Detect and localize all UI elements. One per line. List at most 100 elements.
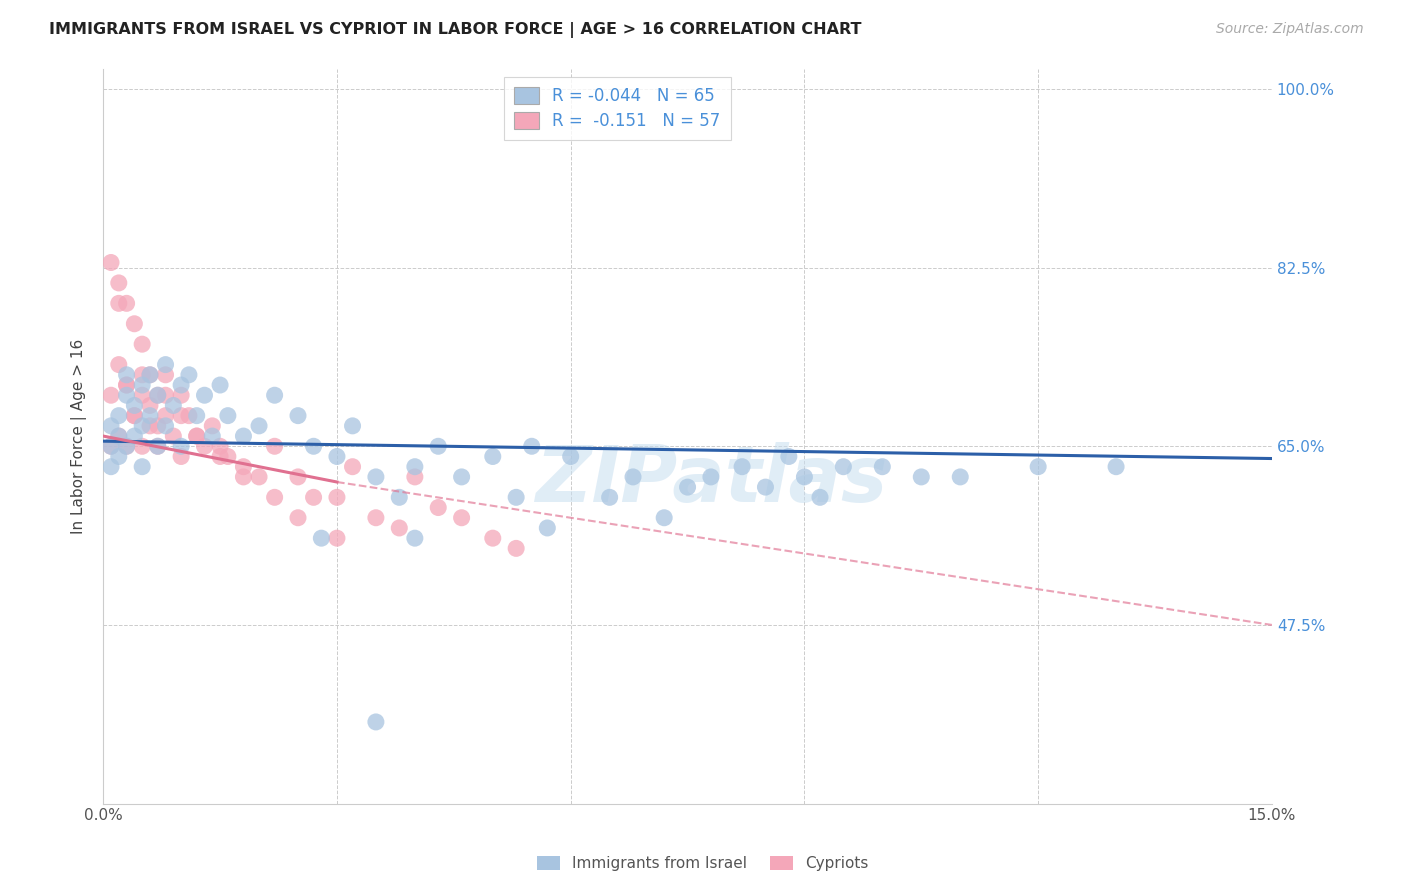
Point — [155, 409, 177, 423]
Point — [107, 429, 129, 443]
Point — [388, 521, 411, 535]
Point — [100, 439, 122, 453]
Point — [131, 418, 153, 433]
Point — [404, 459, 426, 474]
Point — [193, 439, 215, 453]
Point — [115, 296, 138, 310]
Text: Source: ZipAtlas.com: Source: ZipAtlas.com — [1216, 22, 1364, 37]
Point — [100, 418, 122, 433]
Point — [170, 450, 193, 464]
Point — [910, 470, 932, 484]
Point — [186, 429, 208, 443]
Point — [146, 439, 169, 453]
Point — [139, 368, 162, 382]
Point — [139, 409, 162, 423]
Point — [162, 399, 184, 413]
Point — [115, 368, 138, 382]
Point — [107, 296, 129, 310]
Point — [217, 409, 239, 423]
Point — [100, 255, 122, 269]
Point — [599, 491, 621, 505]
Point — [287, 409, 309, 423]
Point — [131, 439, 153, 453]
Point — [131, 368, 153, 382]
Text: ZIPatlas: ZIPatlas — [534, 442, 887, 518]
Point — [131, 378, 153, 392]
Point — [209, 378, 232, 392]
Point — [302, 491, 325, 505]
Text: IMMIGRANTS FROM ISRAEL VS CYPRIOT IN LABOR FORCE | AGE > 16 CORRELATION CHART: IMMIGRANTS FROM ISRAEL VS CYPRIOT IN LAB… — [49, 22, 862, 38]
Point — [177, 368, 200, 382]
Point — [232, 429, 254, 443]
Point — [427, 439, 450, 453]
Point — [100, 388, 122, 402]
Point — [700, 470, 723, 484]
Point — [287, 510, 309, 524]
Point — [621, 470, 644, 484]
Point — [652, 510, 675, 524]
Point — [170, 439, 193, 453]
Point — [342, 418, 364, 433]
Point — [201, 429, 224, 443]
Point — [1105, 459, 1128, 474]
Point — [139, 399, 162, 413]
Point — [263, 439, 285, 453]
Point — [146, 388, 169, 402]
Point — [115, 378, 138, 392]
Point — [326, 491, 349, 505]
Point — [326, 531, 349, 545]
Point — [754, 480, 776, 494]
Point — [263, 491, 285, 505]
Point — [263, 388, 285, 402]
Point — [155, 368, 177, 382]
Point — [115, 439, 138, 453]
Point — [232, 470, 254, 484]
Point — [124, 399, 146, 413]
Point — [247, 470, 270, 484]
Point — [949, 470, 972, 484]
Point — [217, 450, 239, 464]
Y-axis label: In Labor Force | Age > 16: In Labor Force | Age > 16 — [72, 338, 87, 533]
Point — [505, 541, 527, 556]
Point — [481, 531, 503, 545]
Point — [302, 439, 325, 453]
Point — [107, 409, 129, 423]
Point — [170, 378, 193, 392]
Point — [115, 439, 138, 453]
Point — [100, 439, 122, 453]
Point — [139, 418, 162, 433]
Point — [450, 510, 472, 524]
Point — [481, 450, 503, 464]
Point — [287, 470, 309, 484]
Point — [193, 388, 215, 402]
Point — [124, 409, 146, 423]
Point — [232, 459, 254, 474]
Point — [186, 429, 208, 443]
Point — [388, 491, 411, 505]
Point — [124, 409, 146, 423]
Point — [778, 450, 800, 464]
Point — [170, 388, 193, 402]
Point — [676, 480, 699, 494]
Point — [450, 470, 472, 484]
Point — [107, 450, 129, 464]
Point — [832, 459, 855, 474]
Point — [131, 388, 153, 402]
Point — [209, 450, 232, 464]
Point — [808, 491, 831, 505]
Point — [162, 429, 184, 443]
Point — [520, 439, 543, 453]
Point — [505, 491, 527, 505]
Point — [186, 409, 208, 423]
Point — [155, 388, 177, 402]
Point — [155, 358, 177, 372]
Point — [107, 358, 129, 372]
Point — [536, 521, 558, 535]
Point — [1026, 459, 1049, 474]
Point — [793, 470, 815, 484]
Point — [404, 470, 426, 484]
Legend: R = -0.044   N = 65, R =  -0.151   N = 57: R = -0.044 N = 65, R = -0.151 N = 57 — [505, 77, 731, 140]
Point — [404, 531, 426, 545]
Point — [107, 429, 129, 443]
Point — [364, 510, 387, 524]
